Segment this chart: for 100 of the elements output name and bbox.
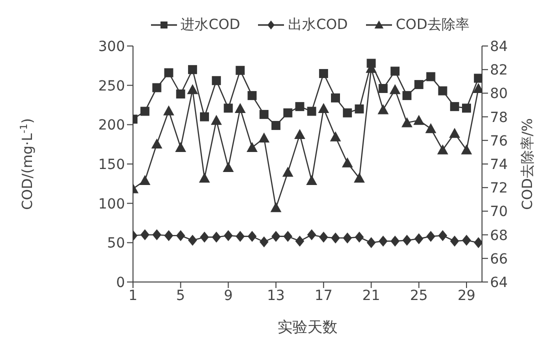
point	[282, 166, 294, 177]
point	[414, 233, 424, 244]
point	[378, 236, 388, 247]
point	[474, 74, 482, 83]
x-tick-label: 1	[128, 288, 138, 304]
point	[200, 112, 209, 122]
point	[450, 102, 460, 112]
x-tick-label: 17	[314, 288, 332, 304]
point	[236, 230, 245, 242]
point	[139, 175, 150, 186]
point	[260, 110, 269, 119]
point	[294, 129, 306, 139]
point	[366, 237, 376, 248]
point	[426, 72, 436, 82]
x-tick-label: 5	[176, 288, 186, 304]
y2-tick-label: 66	[490, 251, 508, 268]
y-tick-label: 50	[107, 236, 125, 252]
y2-axis-title: COD去除率/%	[520, 118, 536, 210]
y2-tick-label: 82	[490, 62, 508, 79]
point	[426, 230, 436, 242]
point	[390, 236, 400, 247]
point	[246, 142, 258, 152]
point	[319, 69, 328, 78]
point	[413, 114, 424, 125]
legend-label: 进水COD	[180, 16, 240, 34]
point	[188, 65, 198, 74]
point	[354, 232, 364, 243]
point	[198, 172, 210, 183]
point	[176, 89, 186, 98]
point	[461, 144, 472, 154]
x-tick-label: 29	[458, 288, 476, 304]
point	[330, 131, 341, 142]
y2-tick-label: 70	[490, 204, 508, 220]
point	[188, 234, 198, 246]
y2-tick-label: 72	[490, 180, 508, 197]
point	[307, 229, 316, 240]
point	[210, 114, 222, 125]
point	[224, 230, 233, 242]
y-tick-label: 300	[98, 38, 125, 55]
point	[319, 232, 328, 243]
point	[318, 103, 330, 114]
point	[354, 104, 364, 114]
point	[258, 132, 270, 143]
point	[200, 232, 209, 243]
x-tick-label: 9	[224, 288, 233, 304]
point	[438, 86, 448, 96]
point	[449, 128, 460, 138]
point	[402, 91, 412, 100]
point	[236, 66, 245, 75]
point	[342, 108, 352, 118]
x-tick-label: 21	[362, 288, 380, 304]
point	[187, 84, 198, 94]
y2-tick-label: 74	[490, 156, 508, 173]
point	[342, 232, 352, 244]
y-tick-label: 250	[98, 78, 125, 94]
point	[271, 120, 280, 130]
y2-tick-label: 80	[490, 86, 508, 102]
point	[152, 83, 162, 92]
point	[330, 232, 340, 244]
point	[152, 229, 162, 240]
point	[224, 104, 233, 113]
point	[270, 202, 282, 212]
point	[222, 162, 234, 172]
y-tick-label: 200	[98, 118, 125, 134]
point	[306, 175, 318, 186]
point	[140, 106, 150, 116]
point	[234, 103, 246, 114]
point	[401, 117, 412, 128]
point	[295, 102, 304, 112]
point	[342, 157, 353, 168]
point	[271, 230, 280, 242]
point	[212, 232, 221, 243]
point	[283, 230, 292, 242]
point	[248, 230, 257, 242]
point	[151, 138, 162, 148]
point	[164, 68, 174, 78]
point	[212, 76, 221, 86]
point	[164, 230, 174, 242]
legend-label: 出水COD	[288, 16, 348, 34]
y2-tick-label: 84	[490, 38, 508, 55]
y2-tick-label: 76	[490, 133, 508, 150]
y-tick-label: 100	[98, 196, 125, 212]
point	[283, 108, 292, 118]
point	[462, 234, 472, 246]
point	[378, 84, 388, 93]
point	[354, 172, 365, 183]
y2-tick-label: 64	[490, 274, 508, 291]
y-tick-label: 150	[98, 156, 125, 173]
point	[163, 105, 174, 116]
x-axis-title: 实验天数	[278, 318, 338, 336]
point	[260, 236, 269, 248]
point	[390, 84, 401, 94]
legend-label: COD去除率	[396, 16, 470, 34]
point	[474, 237, 482, 248]
y-tick-label: 0	[116, 274, 125, 291]
point	[248, 91, 257, 100]
point	[414, 80, 424, 90]
point	[438, 230, 448, 242]
point	[425, 123, 436, 134]
point	[390, 66, 400, 76]
